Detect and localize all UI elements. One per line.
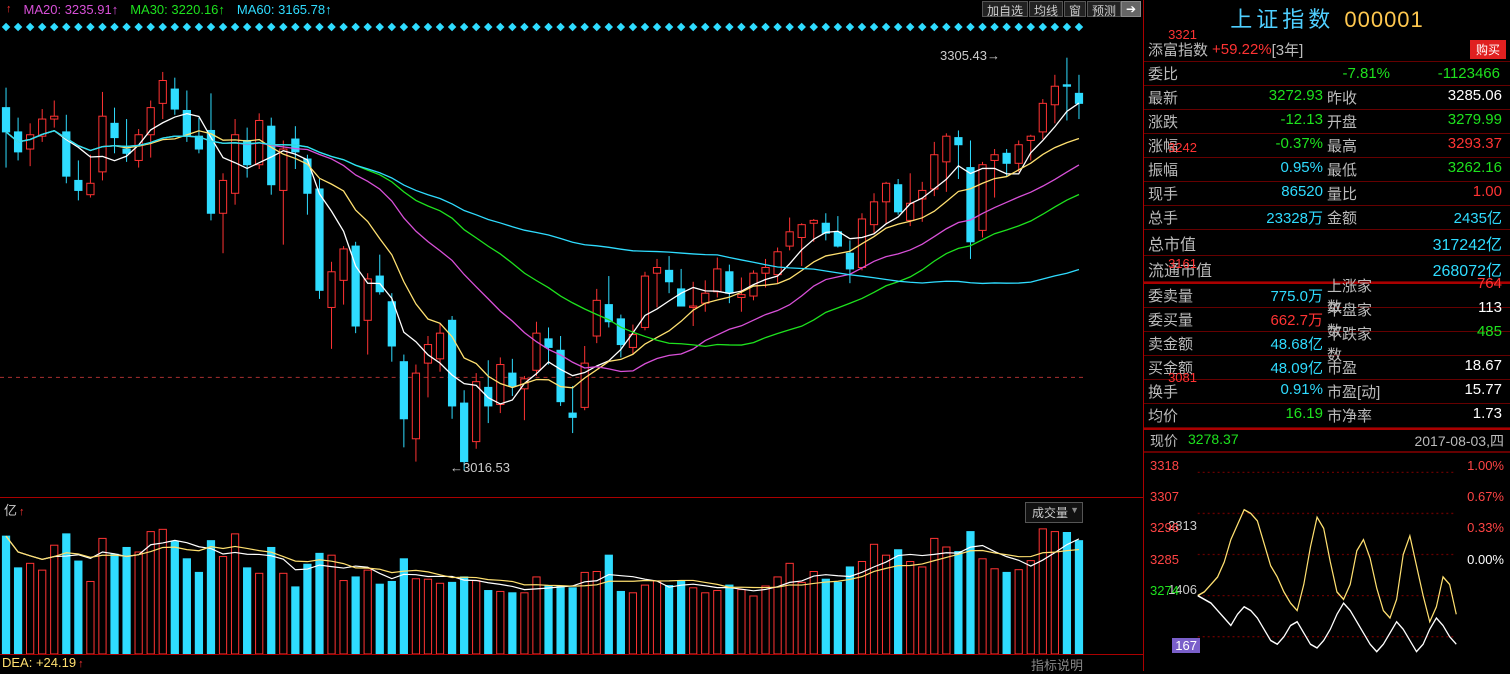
mini-right-tick: 0.00% (1467, 552, 1504, 567)
bottom-status-bar: DEA: +24.19↑ 指标说明 (0, 654, 1143, 671)
quote-panel: 上证指数 000001 添富指数 +59.22% [3年] 购买 委比-7.81… (1144, 0, 1510, 671)
price-annotation: 3305.43→ (940, 48, 1000, 63)
volume-bar-chart[interactable]: 亿↑ 成交量 28131406167 (0, 498, 1143, 654)
window-button[interactable]: 窗 (1064, 1, 1086, 17)
mini-left-tick: 3318 (1150, 458, 1179, 473)
index-name: 上证指数 (1230, 7, 1334, 32)
mini-right-tick: 1.00% (1467, 458, 1504, 473)
volume-unit-label: 亿↑ (4, 500, 25, 519)
add-favorite-button[interactable]: 加自选 (982, 1, 1028, 17)
mini-left-tick: 3274 (1150, 583, 1179, 598)
mini-right-tick: 0.67% (1467, 489, 1504, 504)
up-arrow-icon: ↑ (6, 3, 12, 15)
market-cap-row: 总市值317242亿 (1144, 230, 1510, 256)
current-price-value: 3278.37 (1188, 431, 1239, 451)
ma-indicator-bar: ↑ MA20: 3235.91↑ MA30: 3220.16↑ MA60: 31… (0, 0, 1143, 18)
ma-button[interactable]: 均线 (1029, 1, 1063, 17)
mini-left-tick: 3285 (1150, 552, 1179, 567)
next-arrow-button[interactable]: ➔ (1121, 1, 1141, 17)
price-annotation: ←3016.53 (450, 460, 510, 475)
current-date: 2017-08-03,四 (1414, 431, 1504, 451)
order-stat-row: 买金额48.09亿市盈18.67 (1144, 356, 1510, 380)
quote-row: 涨幅-0.37%最高3293.37 (1144, 134, 1510, 158)
mini-left-tick: 3307 (1150, 489, 1179, 504)
quote-row: 现手86520量比1.00 (1144, 182, 1510, 206)
mini-right-tick: 0.33% (1467, 520, 1504, 535)
price-candlestick-chart[interactable]: 3321324231613081 3305.43→←3016.53 (0, 18, 1143, 498)
dea-value: +24.19 (36, 655, 76, 670)
ma20-label: MA20: 3235.91↑ (24, 2, 119, 17)
fuwealth-row: 添富指数 +59.22% [3年] 购买 (1144, 38, 1510, 62)
quote-row: 总手23328万金额2435亿 (1144, 206, 1510, 230)
order-stat-row: 均价16.19市净率1.73 (1144, 404, 1510, 428)
chart-toolbar: 加自选 均线 窗 预测 ➔ (981, 0, 1141, 18)
intraday-mini-chart[interactable]: 3318 3307 3296 3285 3274 1.00% 0.67% 0.33% 0.00… (1144, 452, 1510, 671)
ma30-label: MA30: 3220.16↑ (130, 2, 225, 17)
quote-row: 委比-7.81%-1123466 (1144, 62, 1510, 86)
quote-row: 振幅0.95%最低3262.16 (1144, 158, 1510, 182)
dea-label: DEA: (2, 655, 32, 670)
ma60-label: MA60: 3165.78↑ (237, 2, 332, 17)
forecast-button[interactable]: 预测 (1087, 1, 1121, 17)
mini-left-tick: 3296 (1150, 520, 1179, 535)
index-header: 上证指数 000001 (1144, 0, 1510, 38)
order-stat-row: 换手0.91%市盈[动]15.77 (1144, 380, 1510, 404)
buy-button[interactable]: 购买 (1470, 40, 1506, 59)
quote-row: 涨跌-12.13开盘3279.99 (1144, 110, 1510, 134)
volume-indicator-dropdown[interactable]: 成交量 (1025, 502, 1083, 523)
indicator-help-link[interactable]: 指标说明 (1031, 655, 1083, 674)
order-stat-row: 卖金额48.68亿下跌家数485 (1144, 332, 1510, 356)
current-price-row: 现价 3278.37 2017-08-03,四 (1144, 430, 1510, 452)
quote-row: 最新3272.93昨收3285.06 (1144, 86, 1510, 110)
index-code: 000001 (1344, 7, 1423, 32)
